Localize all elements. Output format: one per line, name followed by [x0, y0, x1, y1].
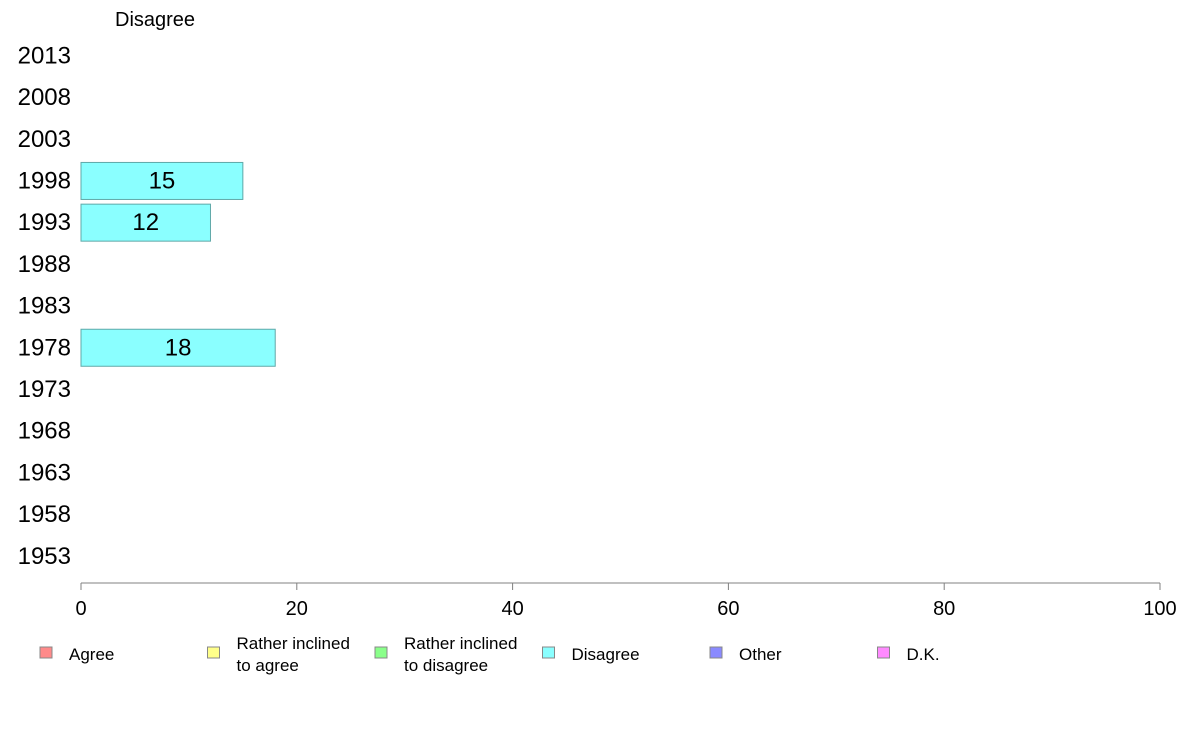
bar-value-label: 15: [149, 167, 176, 194]
x-tick-label: 0: [75, 598, 86, 620]
x-tick-label: 20: [286, 598, 308, 620]
legend-label: Other: [739, 645, 782, 664]
x-tick-label: 60: [717, 598, 739, 620]
category-label: 2013: [18, 42, 71, 69]
legend-label: Disagree: [572, 645, 640, 664]
legend-swatch: [374, 646, 388, 659]
legend: Agree Rather inclined to agree Rather incli…: [39, 634, 940, 675]
legend-label: Agree: [69, 645, 114, 664]
legend-swatch: [542, 646, 555, 659]
legend-swatch: [709, 646, 723, 659]
category-label: 1963: [18, 459, 71, 486]
legend-label: D.K.: [907, 645, 940, 664]
category-label: 1983: [18, 293, 71, 320]
bar: [80, 203, 211, 242]
category-label: 2003: [18, 126, 71, 153]
category-label: 1953: [18, 543, 71, 570]
x-tick-label: 100: [1143, 598, 1176, 620]
chart-title: Disagree: [115, 9, 195, 31]
x-tick-label: 80: [933, 598, 955, 620]
legend-label: Rather inclined: [237, 634, 350, 653]
legend-swatch: [877, 646, 890, 659]
category-label: 1968: [18, 418, 71, 445]
legend-label: Rather inclined: [404, 634, 517, 653]
category-label: 1973: [18, 376, 71, 403]
category-label: 2008: [18, 84, 71, 111]
bars: 15 12 18: [80, 161, 276, 367]
category-label: 1958: [18, 501, 71, 528]
bar-value-label: 12: [132, 209, 159, 236]
category-label: 1998: [18, 167, 71, 194]
legend-swatch: [39, 646, 53, 659]
bar: [80, 328, 276, 367]
x-tick-label: 40: [501, 598, 523, 620]
category-label: 1978: [18, 334, 71, 361]
category-label: 1993: [18, 209, 71, 236]
bar-value-label: 18: [165, 334, 192, 361]
category-labels: 2013 2008 2003 1998 1993 1988 1983 1978 1973 1968…: [18, 42, 71, 569]
bar: [80, 161, 244, 200]
category-label: 1988: [18, 251, 71, 278]
legend-label: to disagree: [404, 656, 488, 675]
legend-label: to agree: [237, 656, 299, 675]
legend-swatch: [207, 646, 220, 659]
x-axis-ticks: 0 20 40 60 80 100: [75, 583, 1177, 620]
